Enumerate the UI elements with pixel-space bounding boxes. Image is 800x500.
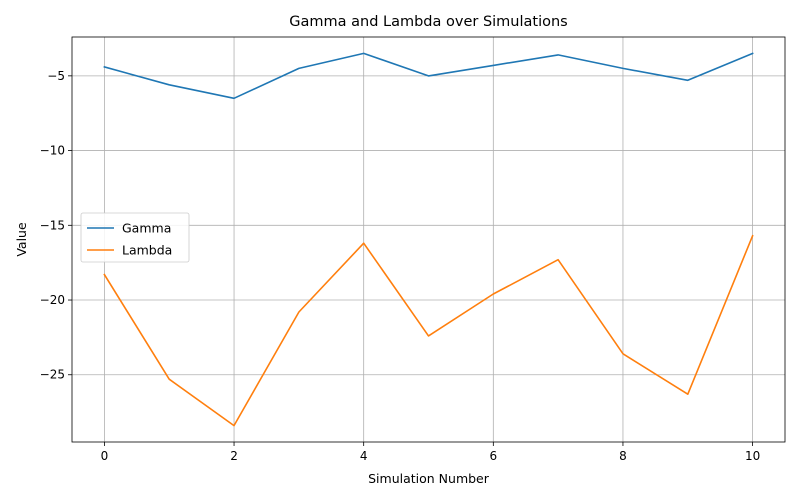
series-lines (103, 52, 754, 427)
y-tick-label: −20 (40, 293, 65, 307)
grid (72, 37, 785, 442)
x-tick-label: 2 (230, 449, 238, 463)
chart-title: Gamma and Lambda over Simulations (289, 14, 567, 30)
y-tick-label: −5 (47, 69, 65, 83)
y-tick-label: −25 (40, 368, 65, 382)
legend: Gamma Lambda (80, 212, 190, 263)
y-tick-label: −10 (40, 144, 65, 158)
x-tick-label: 0 (101, 449, 109, 463)
x-axis-label: Simulation Number (368, 471, 490, 486)
y-tick-label: −15 (40, 218, 65, 232)
series-line-gamma (103, 52, 754, 100)
x-axis-ticks: 0 2 4 6 8 10 (101, 442, 760, 463)
series-line-lambda (103, 234, 754, 427)
x-tick-label: 4 (360, 449, 368, 463)
y-axis-ticks: −25 −20 −15 −10 −5 (40, 69, 72, 382)
x-tick-label: 8 (619, 449, 627, 463)
legend-label-lambda: Lambda (122, 243, 172, 258)
plot-frame (71, 36, 786, 443)
y-axis-label: Value (14, 222, 29, 257)
legend-label-gamma: Gamma (122, 221, 171, 236)
x-tick-label: 6 (489, 449, 497, 463)
x-tick-label: 10 (745, 449, 760, 463)
